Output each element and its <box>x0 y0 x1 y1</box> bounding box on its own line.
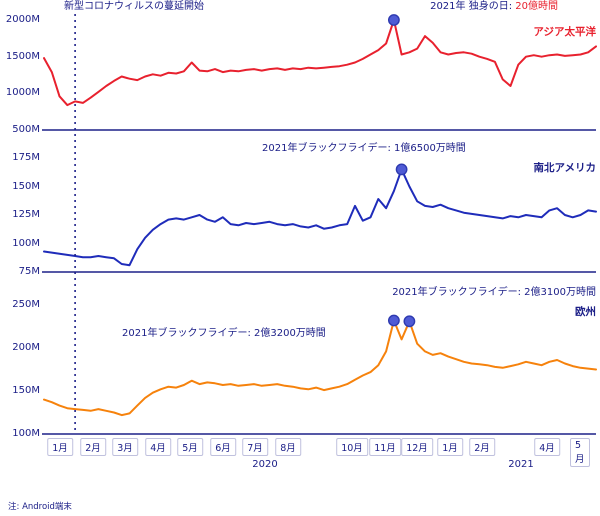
event-marker-dot <box>387 14 400 26</box>
singles-day-label: 2021年 独身の日: <box>430 1 516 12</box>
line-series-asia_pacific <box>43 19 597 107</box>
event-marker-dot <box>403 315 416 328</box>
singles-day-value: 20億時間 <box>515 1 558 12</box>
series-label-europe: 欧州 <box>575 306 596 318</box>
event-marker-dot <box>395 163 408 176</box>
footnote: 注: Android端末 <box>8 502 72 512</box>
series-label-asia-pacific: アジア太平洋 <box>533 26 596 38</box>
covid-annotation: 新型コロナウィルスの蔓延開始 <box>64 1 204 12</box>
bf-europe-left-annotation: 2021年ブラックフライデー: 2億3200万時間 <box>122 328 326 339</box>
series-label-americas: 南北アメリカ <box>533 162 596 174</box>
event-marker-dot <box>387 314 400 327</box>
singles-day-annotation: 2021年 独身の日: 20億時間 <box>430 1 558 13</box>
bf-europe-right-annotation: 2021年ブラックフライデー: 2億3100万時間 <box>392 287 596 298</box>
line-series-americas <box>43 168 597 267</box>
bf-americas-annotation: 2021年ブラックフライデー: 1億6500万時間 <box>262 143 466 154</box>
line-series-europe <box>43 319 597 417</box>
